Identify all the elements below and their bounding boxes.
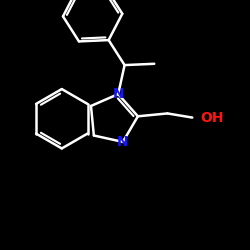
Text: OH: OH: [200, 110, 224, 124]
Text: N: N: [112, 87, 124, 101]
Text: N: N: [117, 135, 129, 149]
